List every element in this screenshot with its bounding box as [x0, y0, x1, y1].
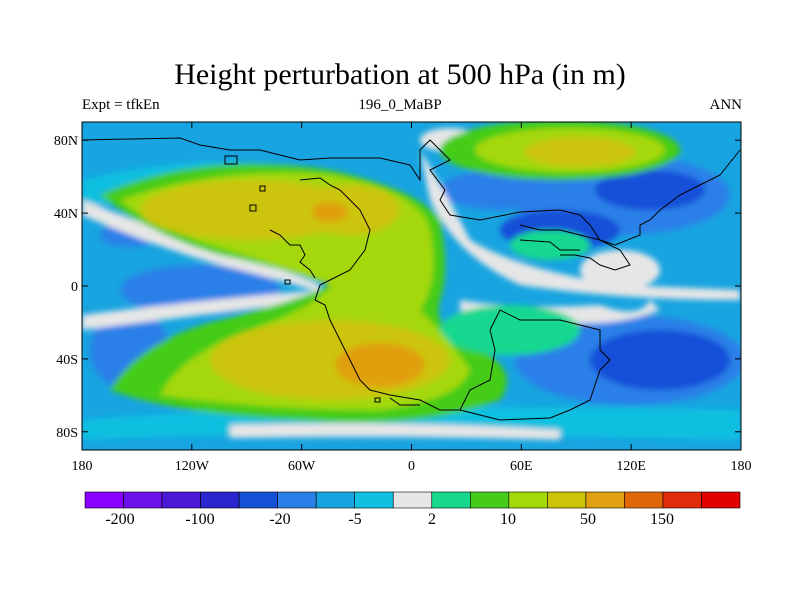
- colorbar-swatch: [200, 491, 240, 509]
- experiment-label: Expt = tfkEn: [82, 97, 160, 113]
- field-green-4: [510, 230, 590, 260]
- colorbar-swatch: [277, 491, 317, 509]
- field-yellow-4: [525, 137, 635, 167]
- field-blob-2: [595, 170, 705, 210]
- colorbar-label: 10: [500, 511, 516, 528]
- x-tick-label: 0: [408, 459, 415, 474]
- y-tick-label: 40N: [54, 207, 78, 222]
- colorbar-swatch: [161, 491, 201, 509]
- coastlines: [82, 137, 741, 421]
- field-blob-9: [440, 170, 560, 210]
- colorbar-label: 2: [428, 511, 436, 528]
- colorbar-swatch: [123, 491, 163, 509]
- y-tick-label: 40S: [56, 353, 78, 368]
- colorbar-swatch: [662, 491, 702, 509]
- colorbar-swatch: [701, 491, 741, 509]
- colorbar-label: -100: [185, 511, 214, 528]
- y-tick-label: 80N: [54, 134, 78, 149]
- x-tick-label: 180: [72, 459, 93, 474]
- colorbar-swatch: [547, 491, 587, 509]
- colorbar-label: -200: [105, 511, 134, 528]
- field-gap-3: [420, 150, 740, 300]
- field-green-3: [440, 305, 580, 355]
- field-gap-7: [230, 423, 560, 440]
- colorbar-swatch: [84, 491, 124, 509]
- colorbar-swatch: [238, 491, 278, 509]
- season-label: ANN: [709, 97, 743, 113]
- plot-title: Height perturbation at 500 hPa (in m): [174, 58, 626, 91]
- x-tick-label: 60W: [288, 459, 316, 474]
- colorbar-label: 50: [580, 511, 596, 528]
- x-tick-label: 120W: [175, 459, 210, 474]
- field-gap-5: [580, 250, 660, 290]
- x-tick-label: 120E: [616, 459, 646, 474]
- x-tick-label: 180: [731, 459, 752, 474]
- period-label: 196_0_MaBP: [358, 97, 442, 113]
- field-blob-4: [590, 330, 730, 390]
- colorbar-label: -20: [269, 511, 290, 528]
- y-tick-label: 0: [71, 280, 78, 295]
- contour-field: [82, 122, 741, 450]
- colorbar-swatch: [392, 491, 433, 509]
- field-yellow-2: [300, 185, 400, 235]
- colorbar-label: -5: [348, 511, 361, 528]
- colorbar-label: 150: [650, 511, 674, 528]
- colorbar-swatch: [354, 491, 394, 509]
- x-axis: 180 120W 60W 0 60E 120E 180: [72, 122, 752, 474]
- colorbar-swatch: [508, 491, 548, 509]
- colorbar-swatch: [469, 491, 510, 509]
- colorbar-swatch: [624, 491, 664, 509]
- colorbar-swatch: [315, 491, 356, 509]
- colorbar: -200 -100 -20 -5 2 10 50 150: [84, 491, 741, 528]
- colorbar-swatch: [585, 491, 625, 509]
- colorbar-swatch: [431, 491, 471, 509]
- y-tick-label: 80S: [56, 426, 78, 441]
- field-gap-2: [82, 290, 325, 330]
- y-axis: 80N 40N 0 40S 80S: [54, 134, 741, 441]
- field-orange-1: [312, 202, 348, 222]
- field-orange-2: [335, 343, 425, 387]
- x-tick-label: 60E: [510, 459, 533, 474]
